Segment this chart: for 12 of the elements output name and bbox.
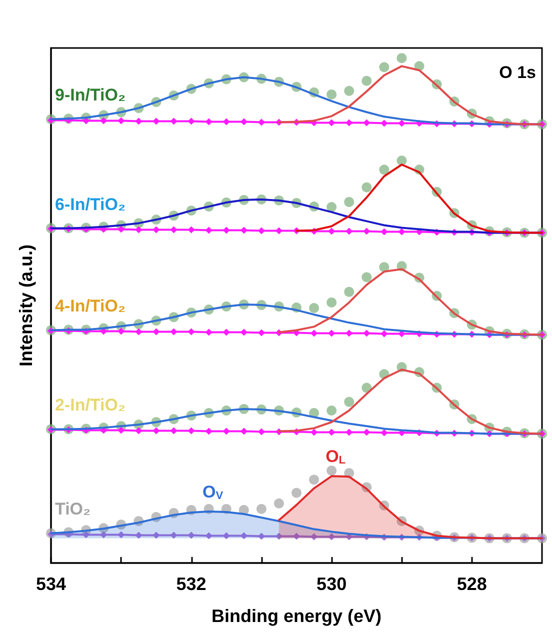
x-tick-label: 532 [176, 574, 206, 594]
series-label: 9-In/TiO₂ [55, 86, 126, 105]
x-tick-label: 528 [456, 574, 487, 594]
x-axis-title: Binding energy (eV) [211, 606, 382, 626]
series-label: 6-In/TiO₂ [55, 194, 126, 214]
annotation: O 1s [499, 63, 536, 82]
series-label: 2-In/TiO₂ [55, 396, 126, 415]
y-axis-title: Intensity (a.u.) [16, 244, 36, 367]
x-tick-label: 534 [36, 574, 66, 594]
series-label: TiO₂ [55, 500, 91, 519]
x-tick-label: 530 [316, 574, 347, 594]
series-label: 4-In/TiO₂ [55, 296, 126, 316]
